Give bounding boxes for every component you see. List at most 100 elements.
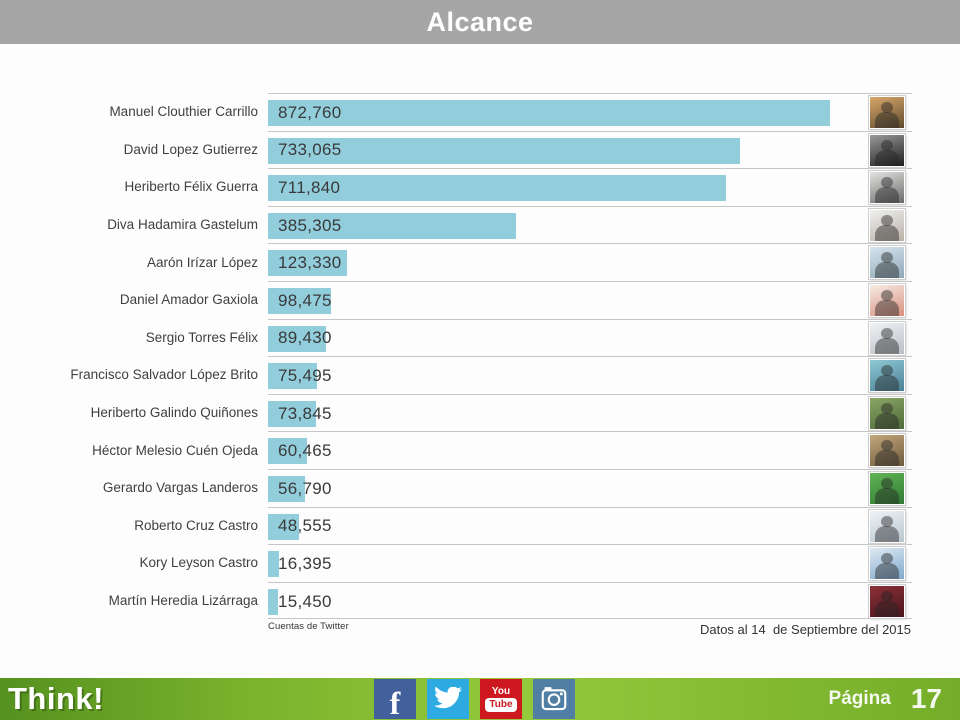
bar [268,438,307,465]
bar-value-label: 15,450 [278,591,332,611]
bar-category-label: Aarón Irízar López [146,254,258,270]
avatar-silhouette-head [881,102,893,113]
bar-value-label: 16,395 [278,553,332,573]
avatar [868,207,906,243]
bar-row: 89,430 [268,318,912,357]
bar-value-label: 123,330 [278,253,342,273]
instagram-icon[interactable] [533,679,575,719]
bar-value-label: 733,065 [278,140,342,160]
bar [268,250,348,277]
avatar-silhouette-body [875,600,899,617]
bar-row: 98,475 [268,280,912,319]
bar [268,175,727,202]
page-indicator: Página 17 [829,683,942,715]
bar-row: 75,495 [268,356,912,394]
avatar-silhouette-body [875,262,899,279]
bar-value-label: 872,760 [278,102,342,122]
chart-source-label: Cuentas de Twitter [268,621,349,632]
bar [268,212,517,239]
bar-category-label: Diva Hadamira Gastelum [107,217,258,233]
bar-row: 56,790 [268,468,912,507]
avatar-silhouette-head [881,590,893,602]
bar [268,475,305,502]
bar [268,551,279,578]
bar-value-label: 56,790 [278,478,332,498]
bar-value-label: 711,840 [278,177,341,197]
avatar [868,358,906,394]
bar-category-label: Francisco Salvador López Brito [70,367,258,383]
avatar [868,132,906,168]
bar-category-label: Sergio Torres Félix [145,329,258,345]
bar-value-label: 48,555 [278,516,332,536]
avatar [868,508,906,544]
bar-category-label: David Lopez Gutierrez [123,141,258,157]
bar-category-label: Heriberto Galindo Quiñones [90,405,258,421]
bar-row: 60,465 [268,431,912,469]
bar [268,137,741,164]
avatar-silhouette-body [875,224,899,241]
bar-name-labels: Manuel Clouthier Carrillo David Lopez Gut… [0,93,258,619]
brand-logo: Think! [8,681,104,716]
avatar-silhouette-body [875,487,899,504]
bar-value-label: 89,430 [278,328,332,348]
slide-header: Alcance [0,0,960,44]
avatar-silhouette-head [881,252,893,264]
bar [268,325,326,352]
avatar-silhouette-head [881,214,893,226]
avatar [868,170,906,206]
avatar-silhouette-head [881,402,893,414]
bar-category-label: Martín Heredia Lizárraga [108,593,258,609]
avatar-silhouette-head [881,289,893,301]
bar-value-label: 73,845 [278,403,332,423]
bar-row: 123,330 [268,243,912,281]
avatar-silhouette-body [875,412,899,429]
twitter-icon[interactable] [427,679,469,719]
avatar-silhouette-body [875,149,899,166]
avatar [868,546,906,582]
bar-row: 15,450 [268,581,912,620]
bar-category-label: Gerardo Vargas Landeros [102,480,258,496]
page-number: 17 [910,683,942,714]
avatar-silhouette-head [881,515,893,527]
bar-row: 73,845 [268,393,912,432]
bar-row: 16,395 [268,544,912,582]
bar-category-label: Kory Leyson Castro [139,555,258,571]
facebook-icon[interactable]: f [374,679,416,719]
avatar-silhouette-body [875,337,899,354]
avatar-silhouette-body [875,525,899,542]
bar [268,100,831,126]
bar-value-label: 98,475 [278,290,332,310]
avatar [868,320,906,356]
bar-chart-plot-area: 872,760 733,065 711,840 385,305 123,330 [268,93,912,620]
bar-row: 733,065 [268,130,912,169]
avatar-silhouette-body [875,187,899,204]
bar-row: 872,760 [268,93,912,131]
avatar-silhouette-head [881,327,893,339]
bar-category-label: Héctor Melesio Cuén Ojeda [92,442,258,458]
bar-value-label: 75,495 [278,365,332,385]
bar-row: 385,305 [268,205,912,244]
bar-category-label: Heriberto Félix Guerra [124,179,258,195]
slide-footer: Think! f You Tube [0,678,960,720]
bar-row: 48,555 [268,506,912,545]
bar-row: 711,840 [268,168,912,206]
bar-value-label: 60,465 [278,441,332,461]
bar [268,400,316,427]
page-title: Alcance [426,6,534,37]
bar-category-label: Daniel Amador Gaxiola [119,292,258,308]
avatar [868,95,906,130]
bar-value-label: 385,305 [278,215,342,235]
avatar [868,583,906,619]
avatar-silhouette-head [881,177,893,189]
bar [268,363,317,390]
chart-footnote-date: Datos al 14 de Septiembre del 2015 [699,622,911,637]
youtube-icon[interactable]: You Tube [480,679,522,719]
avatar-silhouette-body [875,563,899,580]
avatar-silhouette-head [881,477,893,489]
bar [268,513,300,540]
bar [268,287,332,314]
page-label: Página [828,688,891,709]
avatar [868,395,906,431]
avatar-silhouette-body [875,112,899,128]
